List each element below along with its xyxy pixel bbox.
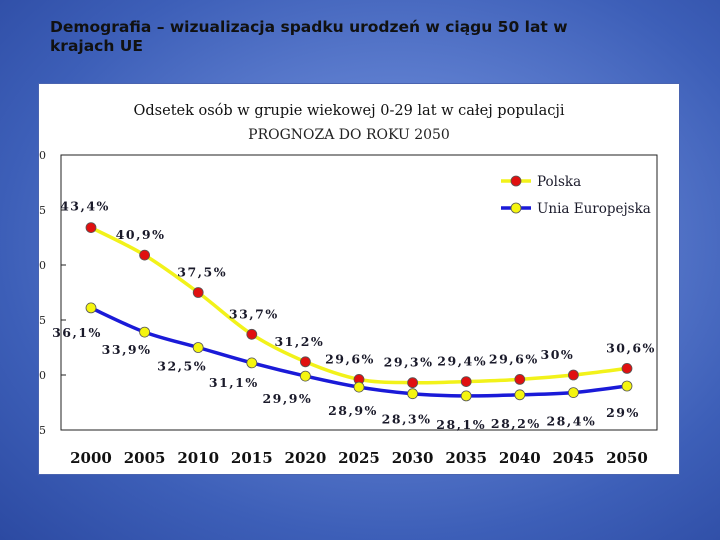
data-point-0 (460, 376, 472, 388)
x-tick-label: 2020 (285, 449, 327, 467)
data-point-0 (514, 373, 526, 385)
y-tick-label: 25 (39, 424, 47, 437)
data-label-1: 31,1% (209, 375, 259, 390)
data-point-1 (192, 342, 204, 353)
x-tick-label: 2035 (445, 449, 487, 467)
x-tick-label: 2040 (499, 449, 541, 467)
legend-marker-1 (510, 202, 522, 214)
data-point-0 (246, 328, 258, 340)
legend-label-1: Unia Europejska (537, 201, 651, 217)
x-tick-label: 2000 (70, 449, 112, 467)
series-markers (85, 222, 633, 402)
data-label-0: 29,6% (489, 351, 539, 366)
data-point-1 (299, 370, 311, 382)
data-label-1: 28,3% (382, 412, 432, 427)
data-label-0: 29,3% (384, 355, 434, 370)
data-label-0: 29,4% (437, 354, 487, 369)
line-chart: Odsetek osób w grupie wiekowej 0-29 lat … (31, 103, 658, 467)
x-tick-label: 2030 (392, 449, 434, 467)
data-point-1 (85, 302, 97, 314)
chart-subtitle: PROGNOZA DO ROKU 2050 (248, 127, 450, 143)
y-tick-label: 35 (39, 314, 47, 327)
x-tick-label: 2050 (606, 449, 648, 467)
data-point-1 (514, 389, 526, 401)
data-point-1 (246, 357, 258, 369)
data-point-1 (460, 390, 472, 402)
data-label-1: 36,1% (52, 325, 102, 340)
data-point-0 (299, 356, 311, 368)
data-label-0: 37,5% (177, 265, 227, 280)
data-point-0 (85, 222, 97, 234)
data-label-0: 29,6% (325, 351, 375, 366)
data-label-1: 28,1% (436, 417, 486, 432)
data-point-0 (568, 369, 579, 381)
data-label-1: 28,4% (546, 414, 596, 429)
data-point-1 (139, 326, 150, 338)
data-label-1: 29,9% (262, 391, 312, 406)
x-tick-label: 2045 (553, 449, 595, 467)
data-label-1: 29% (606, 405, 640, 420)
x-tick-label: 2025 (338, 449, 380, 467)
data-point-0 (621, 362, 633, 374)
data-point-0 (139, 249, 150, 261)
data-label-1: 32,5% (157, 359, 207, 374)
chart-panel: Odsetek osób w grupie wiekowej 0-29 lat … (31, 83, 680, 475)
data-label-0: 43,4% (60, 199, 110, 214)
data-label-0: 30% (541, 347, 575, 362)
chart-title: Odsetek osób w grupie wiekowej 0-29 lat … (134, 103, 565, 119)
x-axis: 2000 2005 2010 2015 2020 2025 2030 2035 2040 2045… (70, 449, 648, 467)
plot-area (60, 154, 658, 431)
legend: Polska Unia Europejska (501, 174, 651, 217)
x-tick-label: 2005 (124, 449, 166, 467)
slide-title-line-1: Demografia – wizualizacja spadku urodzeń… (50, 18, 568, 36)
slide-title: Demografia – wizualizacja spadku urodzeń… (50, 18, 650, 56)
legend-label-0: Polska (537, 174, 581, 190)
y-axis: 50 45 40 35 30 25 (31, 149, 66, 437)
data-label-1: 28,2% (491, 416, 541, 431)
data-label-0: 33,7% (229, 306, 279, 321)
y-tick-label: 40 (39, 259, 47, 272)
y-tick-label: 30 (39, 369, 47, 382)
data-point-1 (353, 381, 365, 393)
x-tick-label: 2010 (177, 449, 219, 467)
x-tick-label: 2015 (231, 449, 273, 467)
data-label-1: 33,9% (102, 342, 152, 357)
data-label-0: 31,2% (274, 334, 324, 349)
data-point-0 (192, 287, 204, 298)
data-point-1 (621, 380, 633, 392)
slide-title-line-2: krajach UE (50, 37, 143, 55)
data-labels: 43,4%40,9%37,5%33,7%31,2%29,6% 29,3% 29,4%… (52, 199, 656, 432)
data-point-1 (407, 388, 419, 400)
data-point-0 (407, 377, 419, 389)
data-label-1: 28,9% (328, 403, 378, 418)
legend-marker-0 (510, 175, 522, 187)
data-point-1 (568, 387, 579, 399)
y-tick-label: 45 (39, 204, 47, 217)
data-label-0: 40,9% (116, 227, 166, 242)
y-tick-label: 50 (39, 149, 47, 162)
data-label-0: 30,6% (606, 340, 656, 355)
